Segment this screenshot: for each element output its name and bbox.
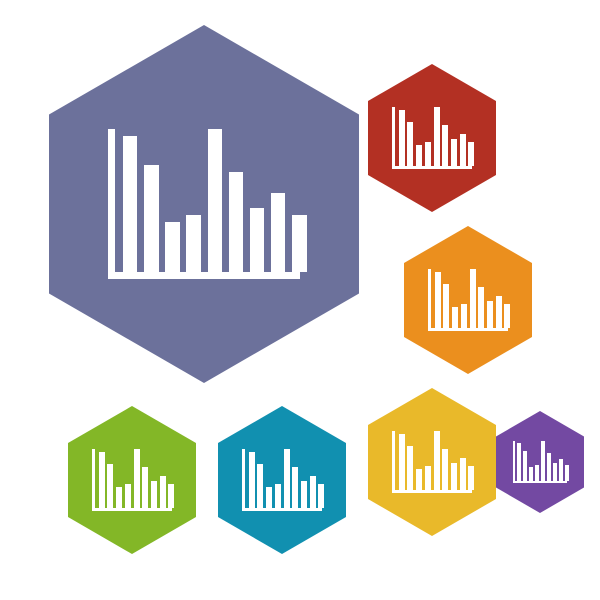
axis-x bbox=[108, 272, 300, 279]
axis-y bbox=[428, 269, 431, 331]
bar-6 bbox=[442, 449, 448, 490]
bar-5 bbox=[134, 449, 140, 508]
bar-chart-icon bbox=[392, 107, 471, 169]
bar-9 bbox=[468, 142, 474, 166]
axis-y bbox=[513, 441, 515, 484]
bar-5 bbox=[434, 107, 440, 166]
bar-5 bbox=[284, 449, 290, 508]
bar-8 bbox=[559, 459, 563, 481]
bar-1 bbox=[123, 136, 137, 272]
bar-3 bbox=[116, 487, 122, 508]
bar-4 bbox=[186, 215, 200, 272]
bar-1 bbox=[99, 452, 105, 508]
bar-6 bbox=[229, 172, 243, 272]
axis-x bbox=[513, 481, 568, 483]
axis-x bbox=[242, 508, 321, 511]
bar-2 bbox=[407, 446, 413, 490]
bar-5 bbox=[541, 441, 545, 482]
bar-8 bbox=[496, 296, 502, 328]
hex-teal bbox=[218, 406, 346, 554]
bar-8 bbox=[310, 476, 316, 508]
hex-green-shape bbox=[68, 406, 196, 554]
bar-8 bbox=[460, 134, 466, 166]
axis-y bbox=[242, 449, 245, 511]
hex-orange-shape bbox=[404, 226, 532, 374]
bar-chart-icon bbox=[92, 449, 171, 511]
bar-4 bbox=[425, 142, 431, 166]
bar-2 bbox=[407, 122, 413, 166]
hex-amber-shape bbox=[368, 388, 496, 536]
bar-5 bbox=[434, 431, 440, 490]
axis-y bbox=[392, 107, 395, 169]
axis-x bbox=[92, 508, 171, 511]
bar-chart-icon bbox=[513, 441, 568, 484]
bar-7 bbox=[553, 463, 557, 481]
hex-orange bbox=[404, 226, 532, 374]
bar-chart-icon bbox=[242, 449, 321, 511]
bar-7 bbox=[451, 139, 457, 166]
bar-6 bbox=[442, 125, 448, 166]
axis-y bbox=[92, 449, 95, 511]
bar-9 bbox=[504, 304, 510, 328]
bar-4 bbox=[425, 466, 431, 490]
bar-1 bbox=[435, 272, 441, 328]
bar-chart-icon bbox=[392, 431, 471, 493]
bar-3 bbox=[452, 307, 458, 328]
bar-4 bbox=[461, 304, 467, 328]
bar-7 bbox=[487, 301, 493, 328]
bar-4 bbox=[535, 465, 539, 481]
axis-x bbox=[392, 490, 471, 493]
bar-2 bbox=[257, 464, 263, 508]
bar-6 bbox=[292, 467, 298, 508]
bar-chart-icon bbox=[108, 129, 300, 279]
hex-amber bbox=[368, 388, 496, 536]
bar-3 bbox=[416, 145, 422, 166]
bar-2 bbox=[144, 165, 158, 272]
bar-7 bbox=[151, 481, 157, 508]
hex-teal-shape bbox=[218, 406, 346, 554]
hex-green bbox=[68, 406, 196, 554]
bar-3 bbox=[165, 222, 179, 272]
axis-y bbox=[108, 129, 115, 279]
bar-8 bbox=[460, 458, 466, 490]
bar-9 bbox=[292, 215, 306, 272]
bar-4 bbox=[275, 484, 281, 508]
bar-2 bbox=[107, 464, 113, 508]
icon-grid: { "background_color": "#ffffff", "chart_… bbox=[0, 0, 600, 600]
bar-6 bbox=[547, 453, 551, 481]
hex-red bbox=[368, 64, 496, 212]
bar-7 bbox=[301, 481, 307, 508]
bar-7 bbox=[451, 463, 457, 490]
bar-3 bbox=[266, 487, 272, 508]
bar-2 bbox=[523, 451, 527, 481]
bar-6 bbox=[478, 287, 484, 328]
hex-large-slate-shape bbox=[49, 25, 359, 383]
bar-1 bbox=[399, 110, 405, 166]
axis-x bbox=[392, 166, 471, 169]
hex-red-shape bbox=[368, 64, 496, 212]
bar-8 bbox=[271, 193, 285, 272]
hex-large-slate bbox=[49, 25, 359, 383]
bar-9 bbox=[318, 484, 324, 508]
hex-purple bbox=[496, 411, 584, 513]
bar-1 bbox=[517, 443, 521, 482]
bar-8 bbox=[160, 476, 166, 508]
bar-9 bbox=[565, 465, 569, 481]
bar-chart-icon bbox=[428, 269, 507, 331]
bar-5 bbox=[208, 129, 222, 272]
axis-y bbox=[392, 431, 395, 493]
bar-6 bbox=[142, 467, 148, 508]
bar-5 bbox=[470, 269, 476, 328]
bar-2 bbox=[443, 284, 449, 328]
bar-3 bbox=[529, 467, 533, 481]
bar-7 bbox=[250, 208, 264, 272]
axis-x bbox=[428, 328, 507, 331]
bar-1 bbox=[249, 452, 255, 508]
bar-9 bbox=[468, 466, 474, 490]
bar-9 bbox=[168, 484, 174, 508]
hex-purple-shape bbox=[496, 411, 584, 513]
bar-4 bbox=[125, 484, 131, 508]
bar-3 bbox=[416, 469, 422, 490]
bar-1 bbox=[399, 434, 405, 490]
